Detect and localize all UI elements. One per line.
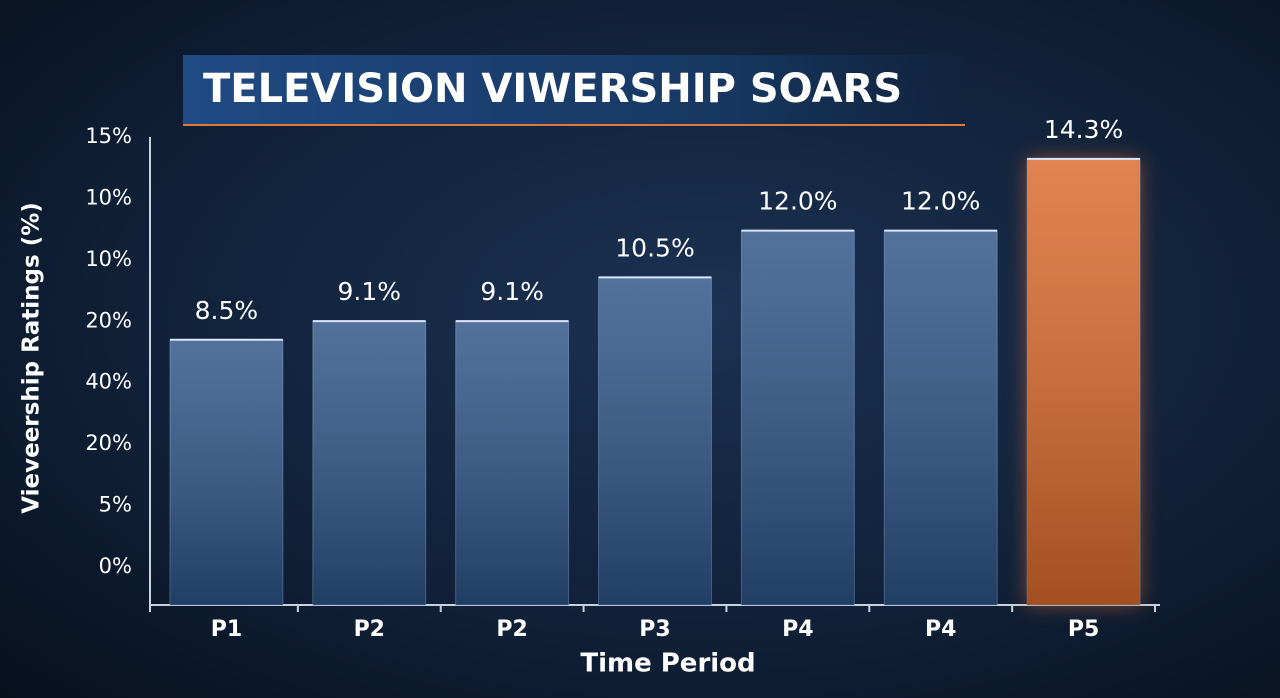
y-tick-label: 0% <box>99 554 132 578</box>
y-tick-label: 20% <box>85 308 132 332</box>
y-tick-label: 40% <box>85 370 132 394</box>
chart-title: TELEVISION VIWERSHIP SOARS <box>203 66 902 112</box>
y-tick-label: 10% <box>85 185 132 209</box>
y-tick-label: 20% <box>85 431 132 455</box>
bar-shade <box>598 277 712 605</box>
x-tick-label: P4 <box>782 617 813 642</box>
bar-shade <box>741 230 855 605</box>
title-box <box>183 55 965 125</box>
value-label: 10.5% <box>615 233 694 262</box>
bar-shade <box>455 321 569 605</box>
y-tick-label: 5% <box>99 493 132 517</box>
x-axis-label: Time Period <box>580 649 755 679</box>
x-tick-label: P3 <box>639 617 670 642</box>
x-tick-label: P5 <box>1068 617 1099 642</box>
value-label: 12.0% <box>901 187 980 216</box>
bar-shade <box>1027 158 1140 605</box>
y-tick-label: 15% <box>85 124 132 148</box>
value-label: 9.1% <box>480 277 544 306</box>
bar-shade <box>312 321 426 605</box>
value-label: 9.1% <box>338 277 402 306</box>
y-tick-label: 10% <box>85 247 132 271</box>
value-label: 14.3% <box>1044 115 1123 144</box>
bar-shade <box>170 339 283 605</box>
x-tick-label: P4 <box>925 617 956 642</box>
x-tick-label: P2 <box>354 617 385 642</box>
bar-shade <box>884 230 998 605</box>
value-label: 12.0% <box>758 187 837 216</box>
x-tick-label: P2 <box>496 617 527 642</box>
y-axis-label: Vieveership Ratings (%) <box>19 202 45 514</box>
value-label: 8.5% <box>195 296 259 325</box>
x-tick-label: P1 <box>211 617 242 642</box>
